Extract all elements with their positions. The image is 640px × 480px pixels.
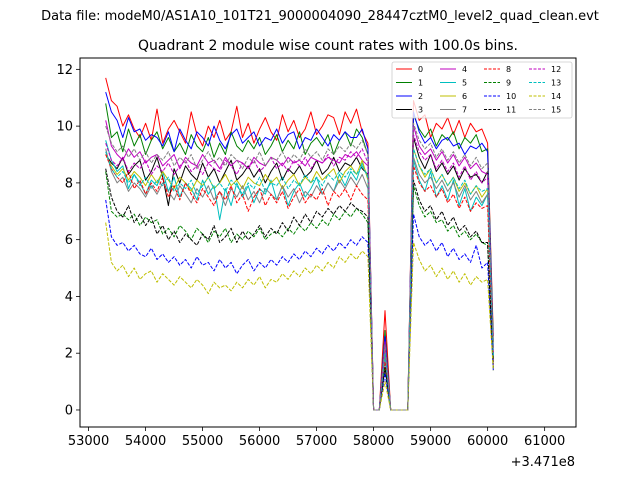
x-axis: 53000 54000 55000 56000 57000 58000 59000 60000… bbox=[68, 427, 565, 449]
x-tick-label: 56000 bbox=[239, 434, 280, 449]
y-tick-label: 2 bbox=[65, 347, 73, 362]
series-line-11 bbox=[105, 168, 494, 411]
series-line-10 bbox=[105, 199, 494, 411]
figure-suptitle: Data file: modeM0/AS1A10_101T21_90000040… bbox=[41, 9, 599, 24]
legend-label-10: 10 bbox=[506, 92, 516, 101]
series-line-2 bbox=[105, 91, 494, 411]
legend-label-11: 11 bbox=[506, 106, 516, 115]
x-tick-label: 60000 bbox=[467, 434, 508, 449]
series-line-1 bbox=[105, 103, 494, 411]
legend-label-7: 7 bbox=[462, 106, 467, 115]
legend-label-4: 4 bbox=[462, 65, 467, 74]
legend-label-0: 0 bbox=[418, 65, 423, 74]
x-tick-label: 54000 bbox=[125, 434, 166, 449]
x-tick-label: 55000 bbox=[182, 434, 223, 449]
legend-label-15: 15 bbox=[551, 106, 561, 115]
series-line-13 bbox=[105, 148, 494, 411]
series-line-6 bbox=[105, 148, 494, 411]
legend-label-1: 1 bbox=[418, 79, 423, 88]
legend-label-9: 9 bbox=[506, 79, 511, 88]
x-tick-label: 53000 bbox=[68, 434, 109, 449]
series-line-4 bbox=[105, 120, 494, 411]
series-line-0 bbox=[105, 77, 494, 411]
y-tick-label: 8 bbox=[65, 176, 73, 191]
series-line-9 bbox=[105, 171, 494, 411]
series-line-5 bbox=[105, 140, 494, 411]
series-line-8 bbox=[105, 154, 494, 411]
x-tick-label: 61000 bbox=[524, 434, 565, 449]
series-line-12 bbox=[105, 134, 494, 411]
y-axis: 0 2 4 6 8 10 12 bbox=[56, 63, 80, 418]
x-tick-label: 58000 bbox=[353, 434, 394, 449]
x-offset-label: +3.471e8 bbox=[511, 455, 575, 470]
x-tick-label: 57000 bbox=[296, 434, 337, 449]
y-tick-label: 6 bbox=[65, 233, 73, 248]
y-tick-label: 12 bbox=[56, 63, 73, 78]
legend-label-2: 2 bbox=[418, 92, 423, 101]
series-line-14 bbox=[105, 222, 494, 411]
series-line-7 bbox=[105, 148, 494, 411]
legend-label-13: 13 bbox=[551, 79, 561, 88]
y-tick-label: 0 bbox=[65, 403, 73, 418]
legend-label-5: 5 bbox=[462, 79, 467, 88]
y-tick-label: 4 bbox=[65, 290, 73, 305]
series-layer bbox=[105, 77, 494, 411]
legend-frame bbox=[391, 61, 573, 119]
x-tick-label: 59000 bbox=[410, 434, 451, 449]
series-line-15 bbox=[105, 122, 494, 411]
legend-label-6: 6 bbox=[462, 92, 467, 101]
y-tick-label: 10 bbox=[56, 120, 73, 135]
legend-label-14: 14 bbox=[551, 92, 561, 101]
legend-label-8: 8 bbox=[506, 65, 511, 74]
plot-frame bbox=[79, 57, 577, 428]
legend-label-3: 3 bbox=[418, 106, 423, 115]
chart-title: Quadrant 2 module wise count rates with … bbox=[138, 38, 518, 54]
legend-label-12: 12 bbox=[551, 65, 561, 74]
